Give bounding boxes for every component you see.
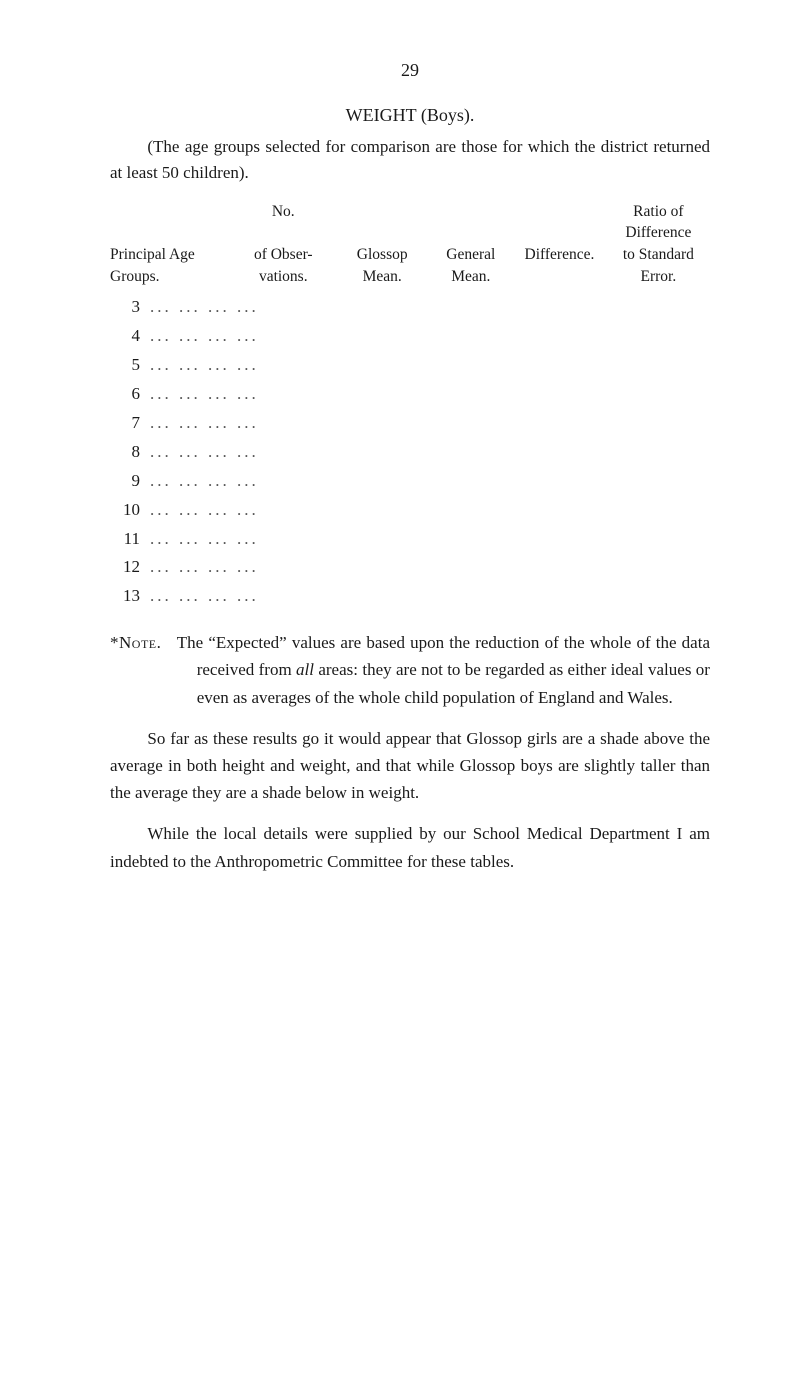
row-number: 9 <box>110 467 140 496</box>
table-row: 12 ... ... ... ... <box>110 553 710 582</box>
col-header-error: to Standard Error. <box>607 244 710 287</box>
table-row: 4 ... ... ... ... <box>110 322 710 351</box>
row-number: 13 <box>110 582 140 611</box>
table-row: 5 ... ... ... ... <box>110 351 710 380</box>
row-number: 11 <box>110 525 140 554</box>
table-row: 13 ... ... ... ... <box>110 582 710 611</box>
intro-paragraph: (The age groups selected for comparison … <box>110 134 710 187</box>
row-number: 3 <box>110 293 140 322</box>
leader-dots: ... ... ... ... <box>150 293 259 322</box>
col-header-blank <box>518 201 601 244</box>
leader-dots: ... ... ... ... <box>150 380 259 409</box>
col-header-principal: Principal Age Groups. <box>110 244 226 287</box>
note-paragraph: *Note. The “Expected” values are based u… <box>110 629 710 711</box>
body-paragraph-2: While the local details were supplied by… <box>110 820 710 874</box>
row-number: 5 <box>110 351 140 380</box>
leader-dots: ... ... ... ... <box>150 467 259 496</box>
leader-dots: ... ... ... ... <box>150 553 259 582</box>
note-label: *Note. <box>110 633 161 652</box>
body-paragraph-1: So far as these results go it would appe… <box>110 725 710 807</box>
col-header-blank <box>341 201 424 244</box>
table-rows: 3 ... ... ... ... 4 ... ... ... ... 5 ... .… <box>110 293 710 611</box>
row-number: 10 <box>110 496 140 525</box>
col-header-difference: Difference. <box>518 244 601 287</box>
section-heading: WEIGHT (Boys). <box>110 105 710 126</box>
table-row: 6 ... ... ... ... <box>110 380 710 409</box>
leader-dots: ... ... ... ... <box>150 582 259 611</box>
document-page: 29 WEIGHT (Boys). (The age groups select… <box>0 0 800 1390</box>
row-number: 6 <box>110 380 140 409</box>
col-header-general-mean: General Mean. <box>430 244 513 287</box>
col-header-no: No. <box>232 201 335 244</box>
col-header-principal <box>110 201 226 244</box>
row-number: 12 <box>110 553 140 582</box>
note-em: all <box>296 660 314 679</box>
row-number: 4 <box>110 322 140 351</box>
col-header-blank <box>430 201 513 244</box>
table-row: 8 ... ... ... ... <box>110 438 710 467</box>
col-header-glossop-mean: Glossop Mean. <box>341 244 424 287</box>
page-number: 29 <box>110 60 710 81</box>
table-row: 9 ... ... ... ... <box>110 467 710 496</box>
table-row: 3 ... ... ... ... <box>110 293 710 322</box>
table-row: 10 ... ... ... ... <box>110 496 710 525</box>
leader-dots: ... ... ... ... <box>150 438 259 467</box>
table-row: 11 ... ... ... ... <box>110 525 710 554</box>
leader-dots: ... ... ... ... <box>150 322 259 351</box>
col-header-observations: of Obser- vations. <box>232 244 335 287</box>
table-row: 7 ... ... ... ... <box>110 409 710 438</box>
leader-dots: ... ... ... ... <box>150 525 259 554</box>
row-number: 7 <box>110 409 140 438</box>
table-header: No. Ratio of Difference Principal Age Gr… <box>110 201 710 288</box>
row-number: 8 <box>110 438 140 467</box>
leader-dots: ... ... ... ... <box>150 496 259 525</box>
col-header-ratio: Ratio of Difference <box>607 201 710 244</box>
leader-dots: ... ... ... ... <box>150 409 259 438</box>
leader-dots: ... ... ... ... <box>150 351 259 380</box>
